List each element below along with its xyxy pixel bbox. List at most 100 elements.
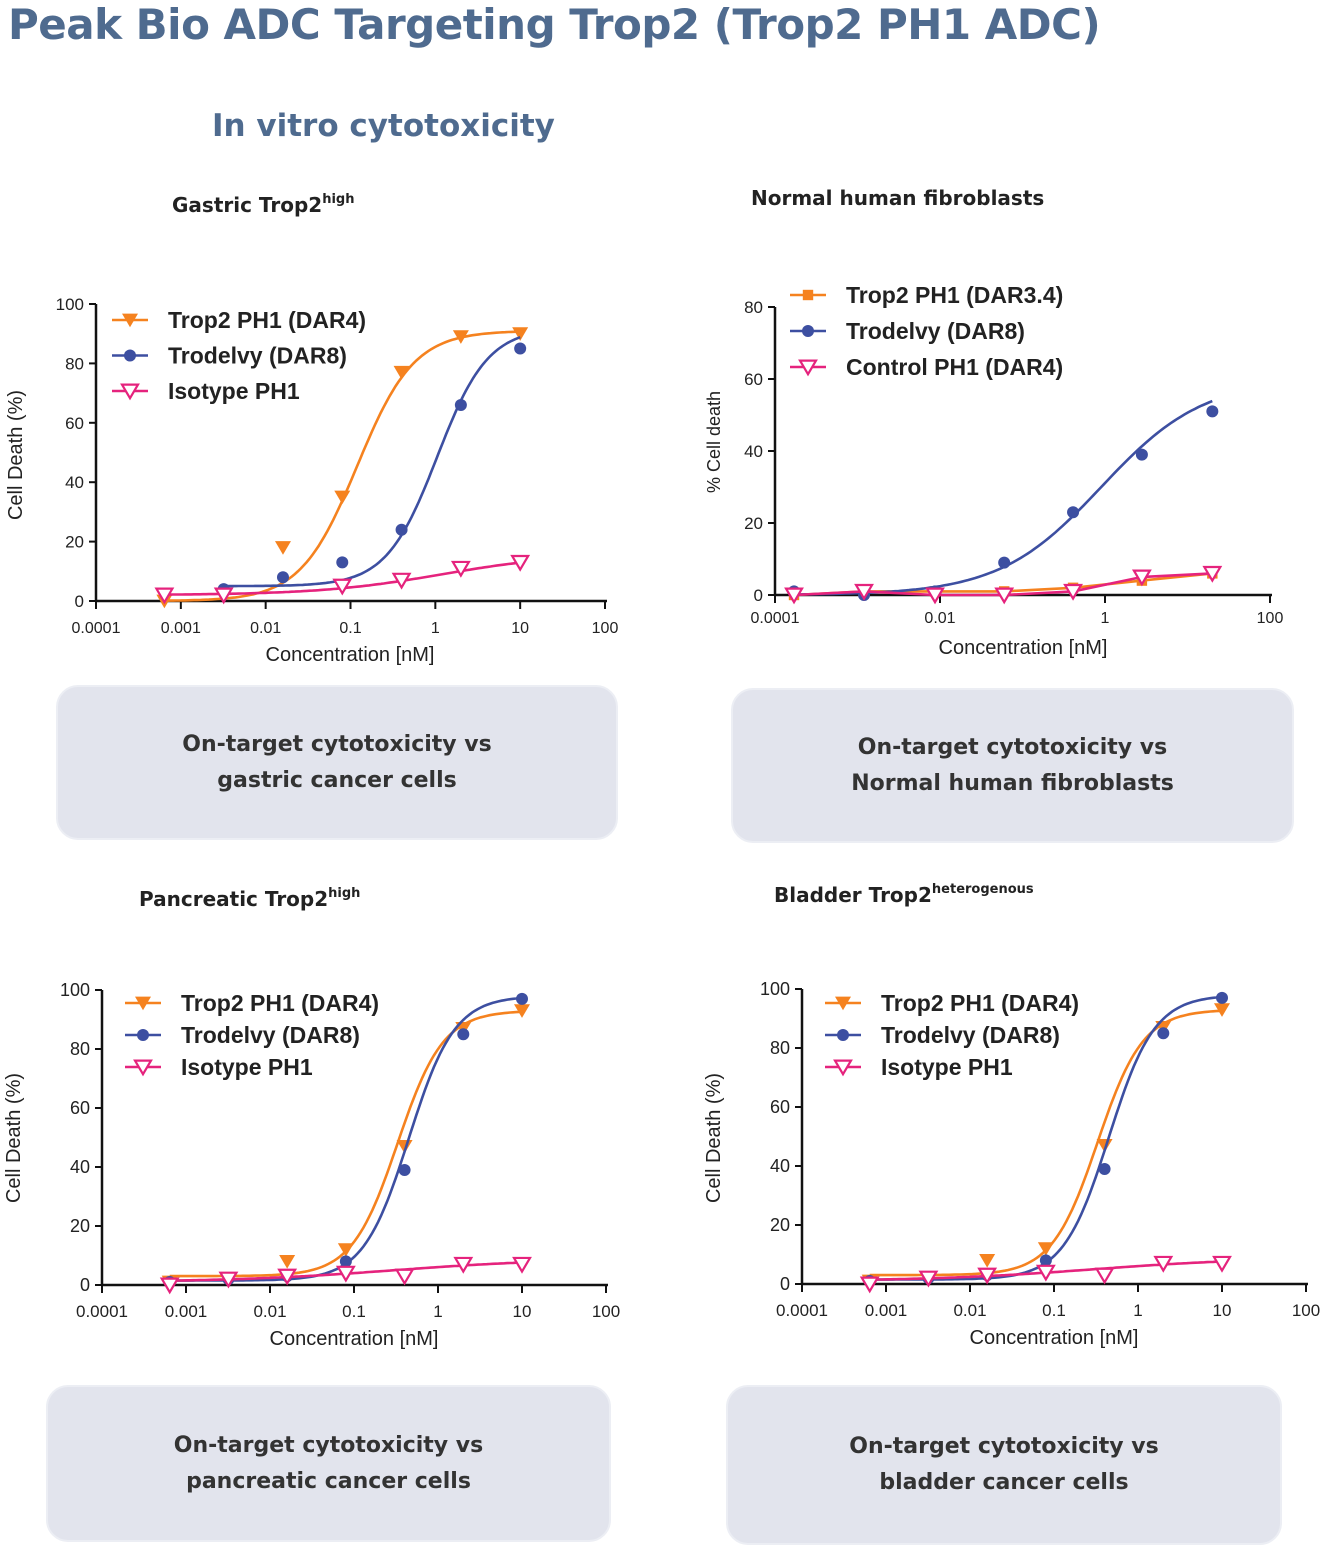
series-isotype-ph1	[159, 1256, 532, 1295]
y-tick-label: 20	[744, 514, 763, 533]
summary-line: gastric cancer cells	[217, 767, 457, 793]
data-point	[1216, 991, 1228, 1004]
legend-marker-icon	[798, 359, 818, 377]
x-tick-label: 0.1	[339, 620, 361, 637]
data-point	[274, 541, 291, 555]
x-axis-label: Concentration [nM]	[266, 644, 435, 666]
summary-box-gastric: On-target cytotoxicity vs gastric cancer…	[56, 685, 618, 840]
legend-marker-icon	[802, 325, 814, 337]
data-point	[994, 587, 1015, 605]
data-point	[514, 1004, 530, 1018]
legend-label: Isotype PH1	[181, 1054, 313, 1080]
x-tick-label: 1	[1133, 1301, 1142, 1320]
series-line	[869, 1009, 1223, 1277]
y-tick-label: 20	[65, 533, 84, 552]
page-title: Peak Bio ADC Targeting Trop2 (Trop2 PH1 …	[8, 0, 1101, 49]
y-tick-label: 20	[70, 1216, 90, 1236]
data-point	[1153, 1255, 1174, 1273]
series-trodelvy-dar8-	[788, 399, 1219, 601]
series-line	[223, 335, 521, 588]
x-tick-label: 0.1	[1042, 1301, 1066, 1320]
y-tick-label: 40	[770, 1156, 790, 1176]
data-point	[512, 327, 529, 341]
subtitle-text: Pancreatic Trop2	[139, 887, 329, 911]
legend-label: Isotype PH1	[168, 378, 300, 404]
section-title: In vitro cytotoxicity	[212, 108, 555, 144]
data-point	[514, 342, 527, 355]
y-tick-label: 100	[760, 979, 790, 999]
x-tick-label: 0.0001	[72, 620, 121, 637]
x-tick-label: 0.01	[253, 1302, 286, 1321]
x-tick-label: 0.001	[161, 620, 201, 637]
data-point	[213, 587, 234, 605]
legend-item: Isotype PH1	[825, 1054, 1013, 1080]
data-point	[859, 1276, 880, 1294]
legend-item: Control PH1 (DAR4)	[790, 354, 1063, 380]
legend-label: Trop2 PH1 (DAR4)	[181, 990, 379, 1016]
series-control-ph1-dar4-	[784, 565, 1223, 605]
data-point	[279, 1255, 296, 1269]
legend-marker-icon	[120, 383, 140, 401]
data-point	[337, 1243, 354, 1257]
y-axis-label: Cell Death (%)	[5, 390, 27, 520]
y-tick-label: 0	[780, 1274, 790, 1294]
panel-subtitle-pancreatic: Pancreatic Trop2high	[139, 886, 360, 911]
data-point	[1212, 1255, 1232, 1273]
legend-marker-icon	[122, 313, 138, 328]
x-tick-label: 0.1	[342, 1302, 366, 1321]
data-point	[784, 587, 804, 605]
legend-item: Trop2 PH1 (DAR4)	[825, 990, 1079, 1016]
legend-item: Trodelvy (DAR8)	[125, 1022, 360, 1048]
chart-4: 0 20 40 60 80 100 0.0001 0.001 0.01 0.1 1 10 100 Conc…	[703, 979, 1320, 1349]
subtitle-text: Gastric Trop2	[172, 193, 323, 217]
data-point	[979, 1254, 996, 1268]
data-point	[276, 571, 289, 584]
x-tick-label: 0.01	[924, 610, 955, 627]
legend-label: Trodelvy (DAR8)	[168, 343, 347, 369]
legend-item: Isotype PH1	[125, 1054, 313, 1080]
data-point	[1039, 1254, 1052, 1267]
y-tick-label: 100	[56, 295, 84, 314]
summary-box-bladder: On-target cytotoxicity vs bladder cancer…	[726, 1385, 1282, 1545]
chart-3: 0 20 40 60 80 100 0.0001 0.001 0.01 0.1 1 10 100 Conc…	[3, 980, 620, 1350]
legend-label: Trodelvy (DAR8)	[881, 1022, 1060, 1048]
data-point	[1094, 1267, 1115, 1285]
data-point	[398, 1163, 411, 1176]
data-point	[336, 556, 349, 569]
data-point	[1157, 1027, 1170, 1040]
data-point	[450, 560, 471, 578]
y-tick-label: 60	[65, 414, 84, 433]
subtitle-superscript: heterogenous	[931, 882, 1034, 897]
x-tick-label: 0.0001	[76, 1302, 128, 1321]
data-point	[1063, 583, 1083, 601]
subtitle-superscript: high	[328, 886, 361, 901]
chart-1: 0 20 40 60 80 100 0.0001 0.001 0.01 0.1 1 10 100 Conc…	[5, 295, 618, 666]
legend-marker-icon	[124, 349, 136, 362]
panel-subtitle-gastric: Gastric Trop2high	[172, 192, 354, 217]
y-tick-label: 60	[770, 1097, 790, 1117]
legend-label: Isotype PH1	[881, 1054, 1013, 1080]
y-tick-label: 60	[744, 370, 763, 389]
x-tick-label: 10	[1213, 1301, 1232, 1320]
data-point	[512, 1256, 532, 1274]
data-point	[394, 1268, 415, 1286]
data-point	[218, 1271, 239, 1289]
legend-marker-icon	[833, 1059, 853, 1077]
summary-line: On-target cytotoxicity vs	[849, 1434, 1159, 1459]
data-point	[334, 490, 351, 505]
data-point	[391, 572, 412, 590]
data-point	[918, 1270, 939, 1288]
summary-box-fibroblasts: On-target cytotoxicity vs Normal human f…	[731, 688, 1294, 843]
x-tick-label: 100	[1292, 1301, 1320, 1320]
summary-line: bladder cancer cells	[879, 1470, 1129, 1495]
summary-line: pancreatic cancer cells	[186, 1468, 471, 1494]
data-point	[1214, 1003, 1230, 1017]
legend-item: Trop2 PH1 (DAR3.4)	[790, 282, 1063, 308]
y-tick-label: 0	[75, 592, 84, 611]
data-point	[395, 523, 408, 536]
subtitle-superscript: high	[322, 192, 355, 207]
y-tick-label: 40	[70, 1157, 90, 1177]
data-point	[1131, 569, 1152, 587]
y-tick-label: 80	[65, 354, 84, 373]
panel-subtitle-fibroblasts: Normal human fibroblasts	[751, 186, 1044, 210]
